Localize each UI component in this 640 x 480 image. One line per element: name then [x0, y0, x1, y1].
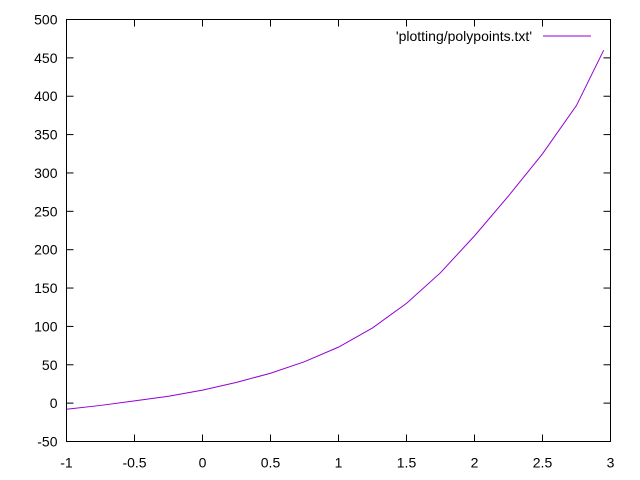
- y-tick-label-1: 0: [50, 395, 58, 411]
- x-tick-label-7: 2.5: [533, 455, 553, 471]
- plot-frame: [66, 19, 611, 442]
- x-tick-label-4: 1: [335, 455, 343, 471]
- y-tick-label-7: 300: [34, 165, 58, 181]
- x-tick-label-2: 0: [199, 455, 207, 471]
- x-tick-label-0: -1: [60, 455, 73, 471]
- y-tick-label-4: 150: [34, 280, 58, 296]
- axis-ticks: [66, 19, 611, 442]
- series-layer: [66, 49, 605, 410]
- y-tick-label-5: 200: [34, 242, 58, 258]
- y-tick-label-9: 400: [34, 88, 58, 104]
- y-tick-label-11: 500: [34, 12, 58, 28]
- x-tick-label-6: 2: [471, 455, 479, 471]
- y-tick-label-3: 100: [34, 318, 58, 334]
- y-tick-label-0: -50: [37, 434, 57, 450]
- x-tick-label-1: -0.5: [122, 455, 146, 471]
- x-tick-label-5: 1.5: [397, 455, 417, 471]
- x-tick-label-3: 0.5: [261, 455, 281, 471]
- y-tick-label-8: 350: [34, 127, 58, 143]
- axis-tick-labels: -1 -0.5 0 0.5 1 1.5 2 2.5 3 -50 0 50 100 150 200 250 300…: [34, 12, 614, 471]
- legend: 'plotting/polypoints.txt': [396, 28, 591, 44]
- y-tick-label-6: 250: [34, 203, 58, 219]
- legend-label: 'plotting/polypoints.txt': [396, 28, 532, 44]
- y-tick-label-2: 50: [42, 357, 58, 373]
- x-tick-label-8: 3: [607, 455, 615, 471]
- series-line-0: [66, 49, 605, 410]
- y-tick-label-10: 450: [34, 50, 58, 66]
